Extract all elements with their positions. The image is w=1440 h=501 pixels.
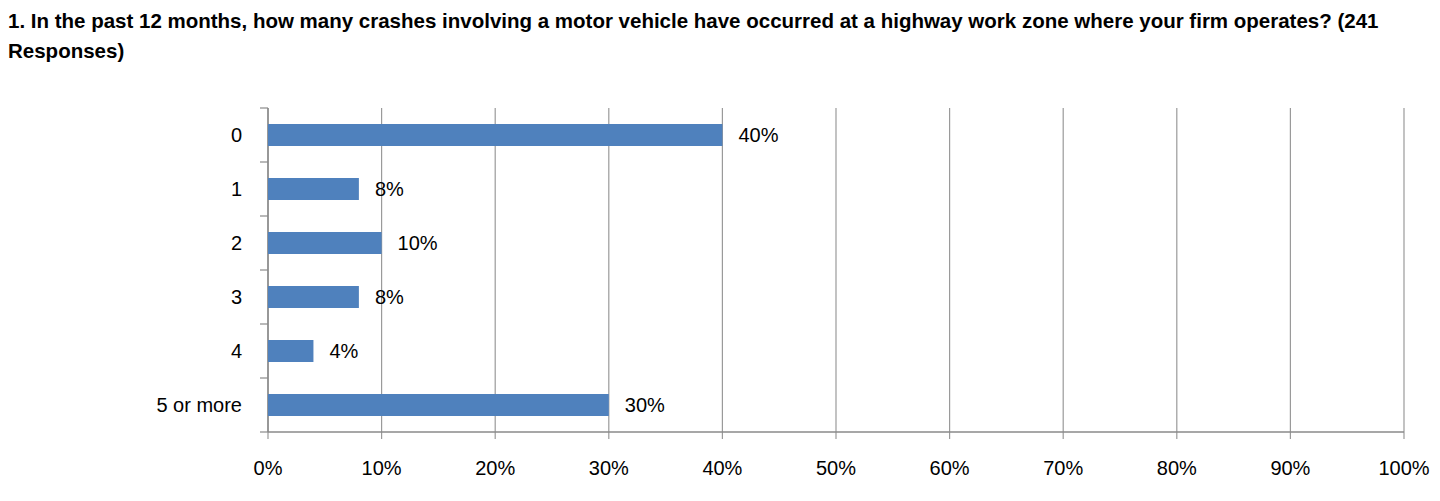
x-tick xyxy=(267,432,268,439)
y-tick-label: 4 xyxy=(231,340,242,362)
x-tick xyxy=(1403,432,1404,439)
y-tick-label: 1 xyxy=(231,178,242,200)
bar xyxy=(268,124,722,146)
x-tick xyxy=(1176,432,1177,439)
x-tick-label: 60% xyxy=(930,457,970,479)
x-tick-label: 10% xyxy=(362,457,402,479)
x-tick-label: 0% xyxy=(254,457,283,479)
grid-line xyxy=(1403,108,1404,432)
chart-title: 1. In the past 12 months, how many crash… xyxy=(8,6,1433,66)
x-tick xyxy=(835,432,836,439)
data-label: 40% xyxy=(738,124,778,146)
bars xyxy=(268,124,722,416)
x-tick xyxy=(1063,432,1064,439)
grid-line xyxy=(381,108,382,432)
chart: 0% 10% 20% 30% 40% 50% 60% 70% 80% 90% 100% 0 40% 1 8%… xyxy=(0,0,1440,501)
y-tick-label: 2 xyxy=(231,232,242,254)
grid-line xyxy=(1063,108,1064,432)
y-tick xyxy=(260,431,268,432)
y-tick xyxy=(260,161,268,162)
grid-line xyxy=(495,108,496,432)
x-tick xyxy=(381,432,382,439)
x-tick-label: 40% xyxy=(702,457,742,479)
bar xyxy=(268,286,359,308)
x-tick xyxy=(1290,432,1291,439)
y-tick xyxy=(260,377,268,378)
grid-line xyxy=(608,108,609,432)
y-tick-label: 5 or more xyxy=(156,394,242,416)
bar xyxy=(268,340,313,362)
x-tick xyxy=(608,432,609,439)
x-tick-label: 30% xyxy=(589,457,629,479)
x-tick xyxy=(949,432,950,439)
x-tick-label: 90% xyxy=(1270,457,1310,479)
x-axis-line xyxy=(268,431,1404,433)
x-tick xyxy=(495,432,496,439)
grid-line xyxy=(1290,108,1291,432)
y-tick xyxy=(260,269,268,270)
grid-line xyxy=(722,108,723,432)
bar xyxy=(268,394,609,416)
grid-line xyxy=(835,108,836,432)
bar xyxy=(268,232,382,254)
x-tick-label: 50% xyxy=(816,457,856,479)
y-tick-label: 3 xyxy=(231,286,242,308)
data-label: 4% xyxy=(329,340,358,362)
y-tick xyxy=(260,323,268,324)
data-label: 10% xyxy=(398,232,438,254)
data-label: 30% xyxy=(625,394,665,416)
x-tick-label: 80% xyxy=(1157,457,1197,479)
y-tick xyxy=(260,215,268,216)
x-tick-label: 20% xyxy=(475,457,515,479)
grid-line xyxy=(1176,108,1177,432)
x-tick xyxy=(722,432,723,439)
data-label: 8% xyxy=(375,178,404,200)
x-tick-label: 100% xyxy=(1378,457,1429,479)
y-tick-label: 0 xyxy=(231,124,242,146)
grid-line xyxy=(949,108,950,432)
x-tick-label: 70% xyxy=(1043,457,1083,479)
data-label: 8% xyxy=(375,286,404,308)
y-tick xyxy=(260,107,268,108)
bar xyxy=(268,178,359,200)
